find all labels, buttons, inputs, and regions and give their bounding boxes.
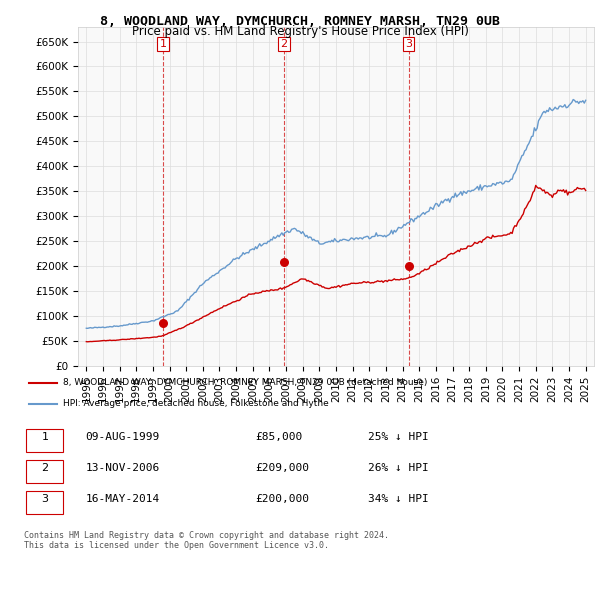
Text: 3: 3: [405, 39, 412, 49]
Text: Contains HM Land Registry data © Crown copyright and database right 2024.
This d: Contains HM Land Registry data © Crown c…: [24, 531, 389, 550]
Text: 3: 3: [41, 494, 49, 504]
Point: [404, 261, 413, 271]
Text: HPI: Average price, detached house, Folkestone and Hythe: HPI: Average price, detached house, Folk…: [63, 399, 329, 408]
Text: Price paid vs. HM Land Registry's House Price Index (HPI): Price paid vs. HM Land Registry's House …: [131, 25, 469, 38]
FancyBboxPatch shape: [26, 430, 63, 452]
Text: £200,000: £200,000: [255, 494, 309, 504]
Text: 2: 2: [41, 464, 49, 473]
FancyBboxPatch shape: [26, 491, 63, 514]
Text: 13-NOV-2006: 13-NOV-2006: [86, 464, 160, 473]
Point: [279, 257, 289, 266]
Text: £85,000: £85,000: [255, 432, 302, 442]
Text: 2: 2: [280, 39, 287, 49]
Text: 26% ↓ HPI: 26% ↓ HPI: [368, 464, 428, 473]
Text: 25% ↓ HPI: 25% ↓ HPI: [368, 432, 428, 442]
Point: [158, 319, 168, 328]
FancyBboxPatch shape: [26, 460, 63, 483]
Text: 34% ↓ HPI: 34% ↓ HPI: [368, 494, 428, 504]
Text: 1: 1: [160, 39, 167, 49]
Text: 8, WOODLAND WAY, DYMCHURCH, ROMNEY MARSH, TN29 0UB (detached house): 8, WOODLAND WAY, DYMCHURCH, ROMNEY MARSH…: [63, 378, 427, 387]
Text: 09-AUG-1999: 09-AUG-1999: [86, 432, 160, 442]
Text: £209,000: £209,000: [255, 464, 309, 473]
Text: 8, WOODLAND WAY, DYMCHURCH, ROMNEY MARSH, TN29 0UB: 8, WOODLAND WAY, DYMCHURCH, ROMNEY MARSH…: [100, 15, 500, 28]
Text: 1: 1: [41, 432, 49, 442]
Text: 16-MAY-2014: 16-MAY-2014: [86, 494, 160, 504]
